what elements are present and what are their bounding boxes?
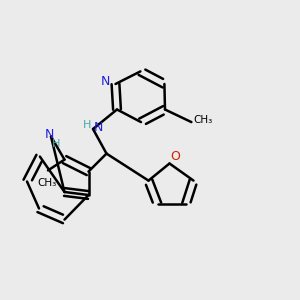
Text: N: N: [94, 121, 103, 134]
Text: CH₃: CH₃: [194, 115, 213, 125]
Text: H: H: [83, 120, 92, 130]
Text: N: N: [100, 75, 110, 88]
Text: N: N: [45, 128, 54, 142]
Text: CH₃: CH₃: [37, 178, 56, 188]
Text: O: O: [170, 150, 180, 164]
Text: H: H: [52, 139, 61, 149]
